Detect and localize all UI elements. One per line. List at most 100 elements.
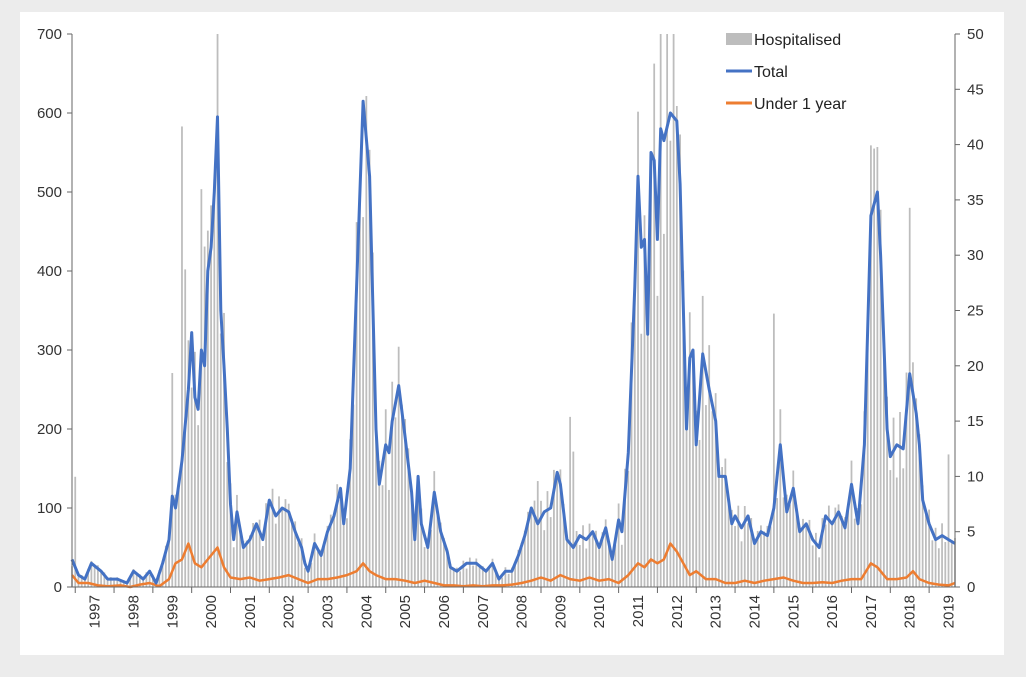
hospitalised-bar [688,312,691,587]
right-tick-label: 40 [967,137,984,154]
hospitalised-bar [517,549,520,587]
hospitalised-bar [456,567,458,587]
hospitalised-bar [468,557,471,587]
x-tick-label: 2003 [320,595,337,628]
hospitalised-bar [692,365,694,587]
hospitalised-bar [763,531,766,587]
hospitalised-bar [947,454,950,587]
hospitalised-bar [743,506,746,587]
hospitalised-bar [161,563,164,587]
hospitalised-bar [802,518,804,587]
hospitalised-bar [391,381,394,587]
hospitalised-bar [413,530,416,587]
hospitalised-bar [342,508,345,587]
hospitalised-bar [718,468,720,587]
hospitalised-bar [653,63,656,588]
hospitalised-bar [633,291,636,587]
hospitalised-bar [882,338,885,587]
hospitalised-bar [620,544,623,587]
hospitalised-bar [210,205,212,587]
right-tick-label: 30 [967,247,984,264]
hospitalised-bar [122,580,125,587]
hospitalised-bar [168,535,170,587]
hospitalised-bar [805,524,808,587]
hospitalised-bar [795,505,798,587]
hospitalised-bar [553,469,555,587]
hospitalised-bar [766,525,769,587]
hospitalised-bar [598,545,601,587]
hospitalised-bar [740,541,743,587]
hospitalised-bar [756,530,759,587]
hospitalised-bar [591,535,594,587]
hospitalised-bar [818,557,821,587]
hospitalised-bar [556,472,559,587]
hospitalised-bar [679,134,681,587]
hospitalised-bar [430,529,432,587]
series-line-total [70,99,956,585]
x-tick-label: 2010 [591,595,608,628]
hospitalised-bar [776,498,778,587]
series-lines [70,99,956,589]
hospitalised-bar [675,106,678,587]
hospitalised-bar [378,460,381,587]
hospitalised-bar [232,547,235,587]
x-tick-label: 1999 [164,595,181,628]
hospitalised-bar [96,565,99,587]
hospitalised-bar [80,575,83,587]
legend-label: Hospitalised [754,32,841,49]
hospitalised-bar [815,532,817,587]
hospitalised-bar [708,345,711,587]
legend: Hospitalised Total Under 1 year [726,32,847,113]
hospitalised-bar [316,551,319,587]
hospitalised-bar [821,518,824,587]
hospitalised-bar [349,439,352,587]
hospitalised-bar [106,580,109,587]
legend-swatch-hospitalised [726,33,752,45]
x-tick-label: 2007 [475,595,492,628]
hospitalised-bar [514,564,516,587]
hospitalised-bar [627,470,630,587]
hospitalised-bar [320,549,322,587]
hospitalised-bar [388,489,390,587]
x-tick-label: 2011 [630,595,647,627]
hospitalised-bar [876,147,879,587]
hospitalised-bar [472,565,474,587]
hospitalised-bar [485,569,487,587]
hospitalised-bar [530,508,533,587]
hospitalised-bar [701,295,704,587]
hospitalised-bar [915,398,918,587]
hospitalised-bar [844,517,846,587]
x-tick-label: 2000 [203,595,220,628]
hospitalised-bar [685,424,688,587]
left-tick-label: 100 [37,500,62,517]
hospitalised-bar [565,537,568,587]
hospitalised-bar [588,523,591,587]
hospitalised-bar [659,34,662,587]
hospitalised-bar [258,519,261,587]
hospitalised-bar [394,417,397,587]
hospitalised-bar [918,434,921,587]
hospitalised-bar [711,411,714,587]
x-tick-label: 2009 [552,595,569,628]
hospitalised-bar [695,410,698,587]
x-tick-label: 2006 [436,595,453,628]
hospitalised-bar [281,507,284,587]
hospitalised-bar [944,542,947,587]
hospitalised-bar [355,222,358,587]
hospitalised-bar [491,558,494,587]
hospitalised-bar [333,515,335,587]
hospitalised-bar [908,207,911,587]
hospitalised-bar [362,217,364,587]
hospitalised-bar [569,416,571,587]
hospitalised-bar [834,507,837,587]
hospitalised-bar [190,387,193,587]
hospitalised-bar [410,490,413,587]
hospitalised-bar [617,503,620,587]
hospitalised-bar [475,558,478,587]
hospitalised-bar [420,508,423,587]
hospitalised-bar [229,483,232,587]
hospitalised-bar [268,502,271,587]
hospitalised-bar [200,189,203,587]
hospitalised-bar [177,487,180,587]
hospitalised-bar [937,548,940,587]
